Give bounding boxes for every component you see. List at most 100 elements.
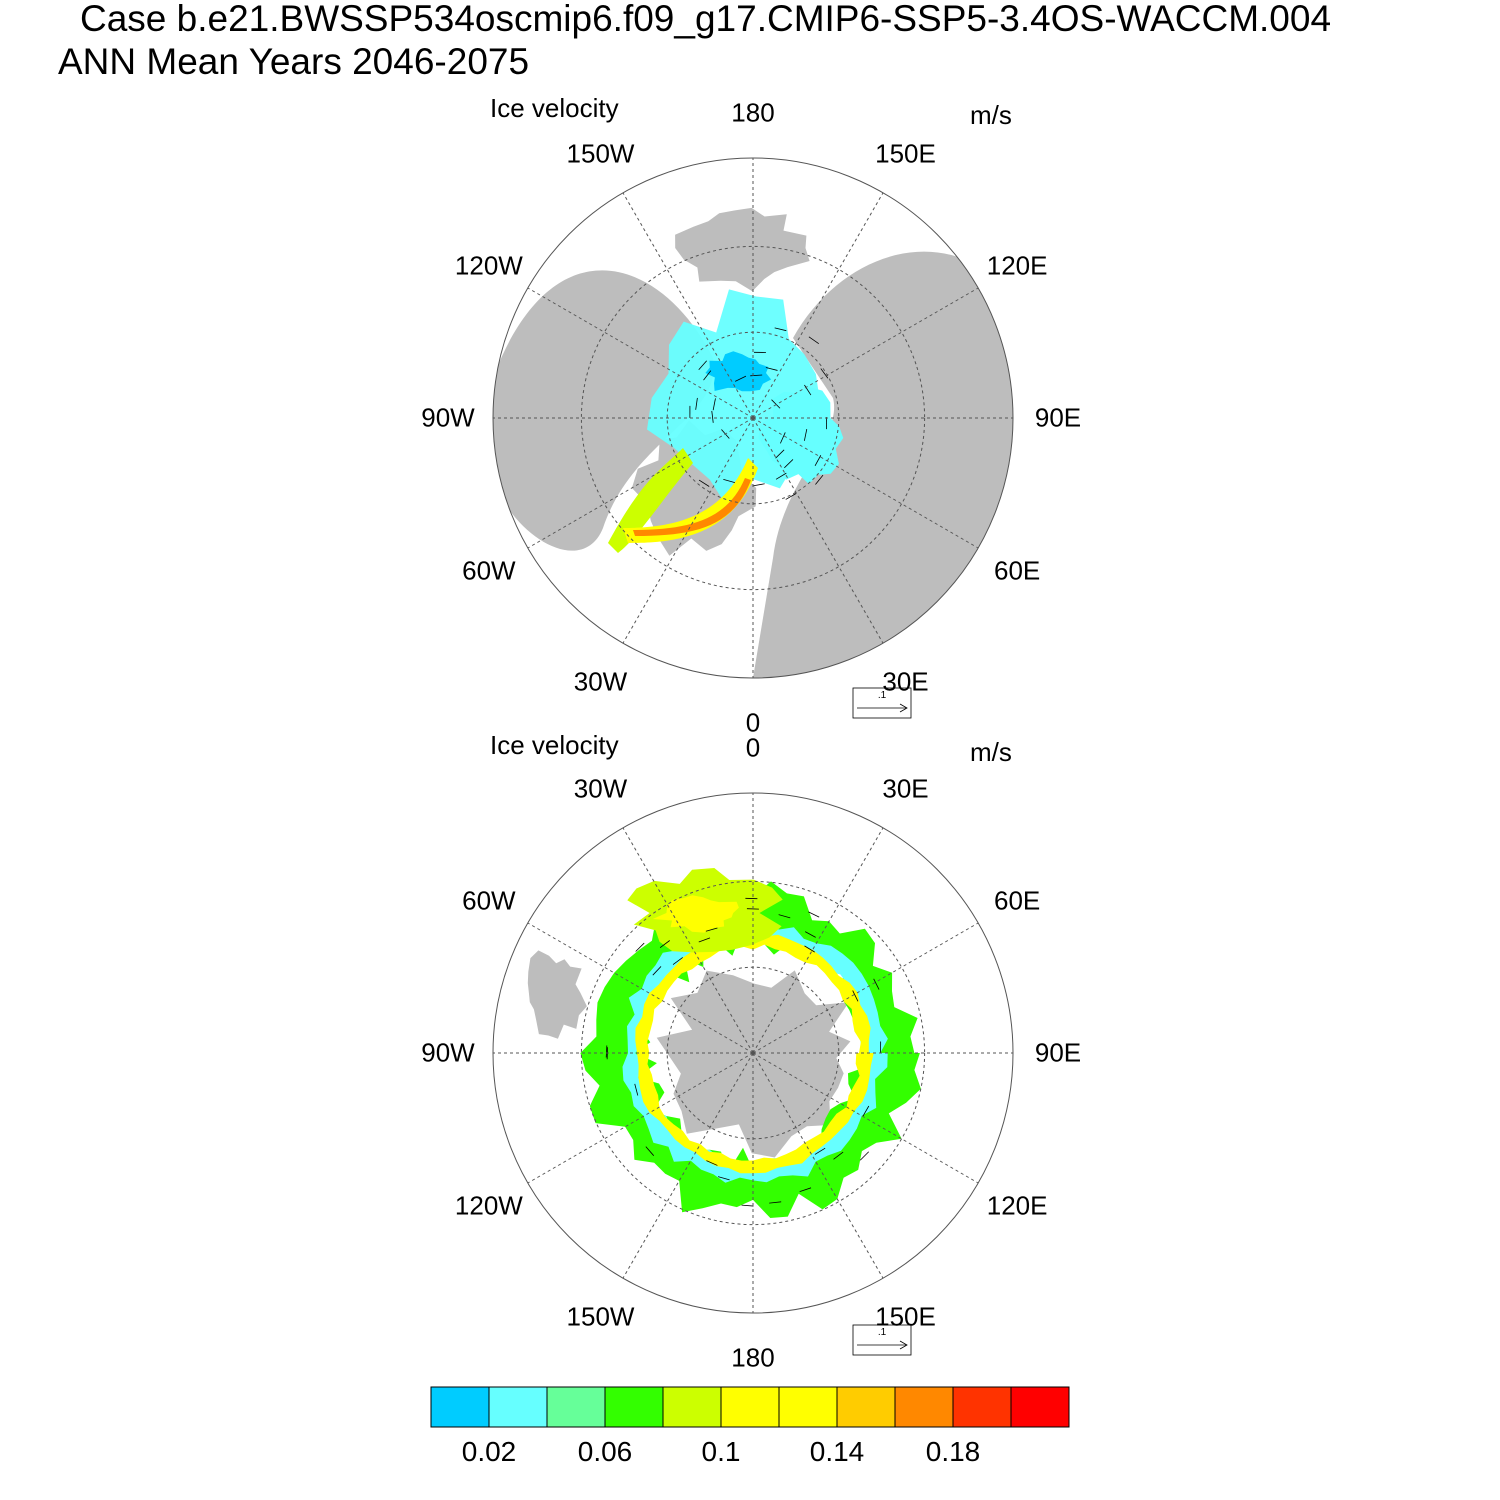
sh-velocity-arrow bbox=[635, 942, 645, 952]
sh-meridian-2 bbox=[752, 922, 979, 1054]
barents-ice bbox=[758, 387, 844, 485]
sh-velocity-arrow bbox=[659, 940, 670, 948]
nh-meridian-8 bbox=[527, 417, 754, 549]
colorbar-swatch bbox=[836, 1386, 896, 1428]
sh-lon-label: 120W bbox=[454, 1190, 523, 1220]
nh-velocity-arrow bbox=[808, 336, 820, 344]
nh-lon-label: 150W bbox=[566, 138, 635, 169]
beaufort-gyre-core bbox=[705, 351, 772, 392]
nh-reference-vector-box bbox=[852, 687, 912, 719]
nh-lon-label: 120W bbox=[454, 250, 523, 280]
sh-lat-circle-2 bbox=[580, 880, 926, 1226]
sh-meridian-7 bbox=[622, 1052, 754, 1279]
colorbar-label-5: 0.18 bbox=[925, 1436, 981, 1467]
nh-velocity-arrow bbox=[750, 374, 763, 377]
sh-lon-label: 180 bbox=[731, 1342, 775, 1373]
case-title: Case b.e21.BWSSP534oscmip6.f09_g17.CMIP6… bbox=[80, 0, 1332, 39]
sh-velocity-arrow bbox=[778, 914, 791, 919]
sh-panel-title: Ice velocity bbox=[490, 730, 619, 760]
sh-meridian-11 bbox=[622, 827, 754, 1054]
sh-velocity-arrow bbox=[804, 931, 816, 938]
land-alaska bbox=[675, 207, 810, 292]
sh-velocity-arrow bbox=[705, 927, 718, 932]
sh-velocity-arrow bbox=[862, 1105, 870, 1117]
sh-map-content bbox=[527, 868, 921, 1218]
nh-velocity-arrow bbox=[695, 397, 698, 410]
weddell-core-ice bbox=[652, 895, 739, 933]
nh-meridian-7 bbox=[622, 417, 754, 644]
land-south-america bbox=[527, 950, 587, 1039]
sh-meridian-4 bbox=[752, 1052, 979, 1184]
nh-velocity-arrow bbox=[775, 449, 785, 459]
colorbar-label-3: 0.1 bbox=[701, 1436, 741, 1467]
sh-velocity-arrow bbox=[698, 937, 711, 943]
colorbar-swatch bbox=[488, 1386, 548, 1428]
nh-velocity-arrow bbox=[780, 432, 786, 444]
nh-velocity-arrow bbox=[774, 327, 787, 332]
nh-velocity-arrow bbox=[775, 472, 787, 480]
nh-velocity-arrow bbox=[723, 479, 736, 484]
sh-velocity-arrow bbox=[814, 1147, 826, 1155]
sh-units-label: m/s bbox=[970, 737, 1012, 767]
nh-velocity-arrow bbox=[703, 370, 712, 381]
land-antarctica bbox=[656, 970, 851, 1158]
sh-reference-vector-label: .1 bbox=[877, 1327, 887, 1338]
sh-velocity-arrow bbox=[706, 1160, 718, 1166]
sh-velocity-arrow bbox=[645, 1146, 655, 1156]
colorbar-swatch bbox=[894, 1386, 954, 1428]
sh-velocity-arrow bbox=[672, 957, 683, 965]
land-north-america bbox=[493, 270, 714, 551]
baffin-bay-ice bbox=[608, 448, 693, 553]
nh-reference-vector-head bbox=[899, 703, 908, 713]
nh-meridian-5 bbox=[752, 417, 884, 644]
nh-meridian-2 bbox=[752, 287, 979, 419]
colorbar-swatch bbox=[720, 1386, 780, 1428]
nh-meridian-10 bbox=[527, 287, 754, 419]
sh-lon-label: 150W bbox=[566, 1301, 635, 1332]
nh-lon-label: 30W bbox=[573, 666, 628, 697]
sh-velocity-arrow bbox=[804, 945, 815, 953]
colorbar-swatch bbox=[604, 1386, 664, 1428]
colorbar-swatch bbox=[1010, 1386, 1070, 1428]
period-title: ANN Mean Years 2046-2075 bbox=[58, 41, 530, 82]
sh-lon-label: 150E bbox=[875, 1301, 936, 1332]
nh-units-label: m/s bbox=[970, 100, 1012, 130]
nh-reference-vector-label: .1 bbox=[877, 690, 887, 701]
sh-velocity-arrow bbox=[605, 1045, 608, 1058]
nh-velocity-arrow bbox=[803, 428, 808, 441]
nh-velocity-arrow bbox=[712, 398, 716, 411]
sh-velocity-arrow bbox=[833, 1151, 844, 1160]
nh-lon-label: 60E bbox=[993, 555, 1041, 585]
nh-lon-label: 180 bbox=[731, 97, 775, 128]
sh-lon-label: 90E bbox=[1034, 1037, 1082, 1068]
nh-map-content bbox=[493, 207, 1013, 678]
colorbar-swatch bbox=[546, 1386, 606, 1428]
sh-velocity-arrow bbox=[859, 1151, 869, 1161]
nh-velocity-arrow bbox=[698, 479, 710, 487]
colorbar-label-4: 0.14 bbox=[809, 1436, 865, 1467]
nh-velocity-arrow bbox=[814, 455, 822, 466]
nh-velocity-arrow bbox=[820, 368, 829, 379]
nh-meridian-4 bbox=[752, 417, 979, 549]
colorbar-swatch bbox=[430, 1386, 490, 1428]
nh-velocity-arrow bbox=[734, 375, 747, 382]
nh-velocity-arrow bbox=[711, 410, 714, 423]
nh-velocity-arrow bbox=[771, 399, 781, 409]
sh-lon-label: 120E bbox=[986, 1190, 1048, 1220]
nh-lon-label: 30E bbox=[882, 666, 929, 697]
sh-lon-label: 0 bbox=[745, 732, 761, 763]
sh-meridian-10 bbox=[527, 922, 754, 1054]
colorbar-swatch bbox=[662, 1386, 722, 1428]
colorbar-label-2: 0.06 bbox=[577, 1436, 633, 1467]
sh-velocity-arrow bbox=[652, 966, 662, 976]
nh-velocity-arrow bbox=[752, 483, 765, 487]
sh-reference-vector-head bbox=[899, 1340, 908, 1350]
sh-velocity-arrow bbox=[799, 1187, 812, 1193]
sh-velocity-arrow bbox=[873, 978, 880, 990]
nh-velocity-arrow bbox=[765, 367, 778, 371]
nh-velocity-arrow bbox=[804, 384, 812, 396]
land-eurasia bbox=[753, 251, 1013, 678]
sh-velocity-arrow bbox=[741, 1204, 754, 1207]
nh-lon-label: 120E bbox=[986, 250, 1048, 280]
